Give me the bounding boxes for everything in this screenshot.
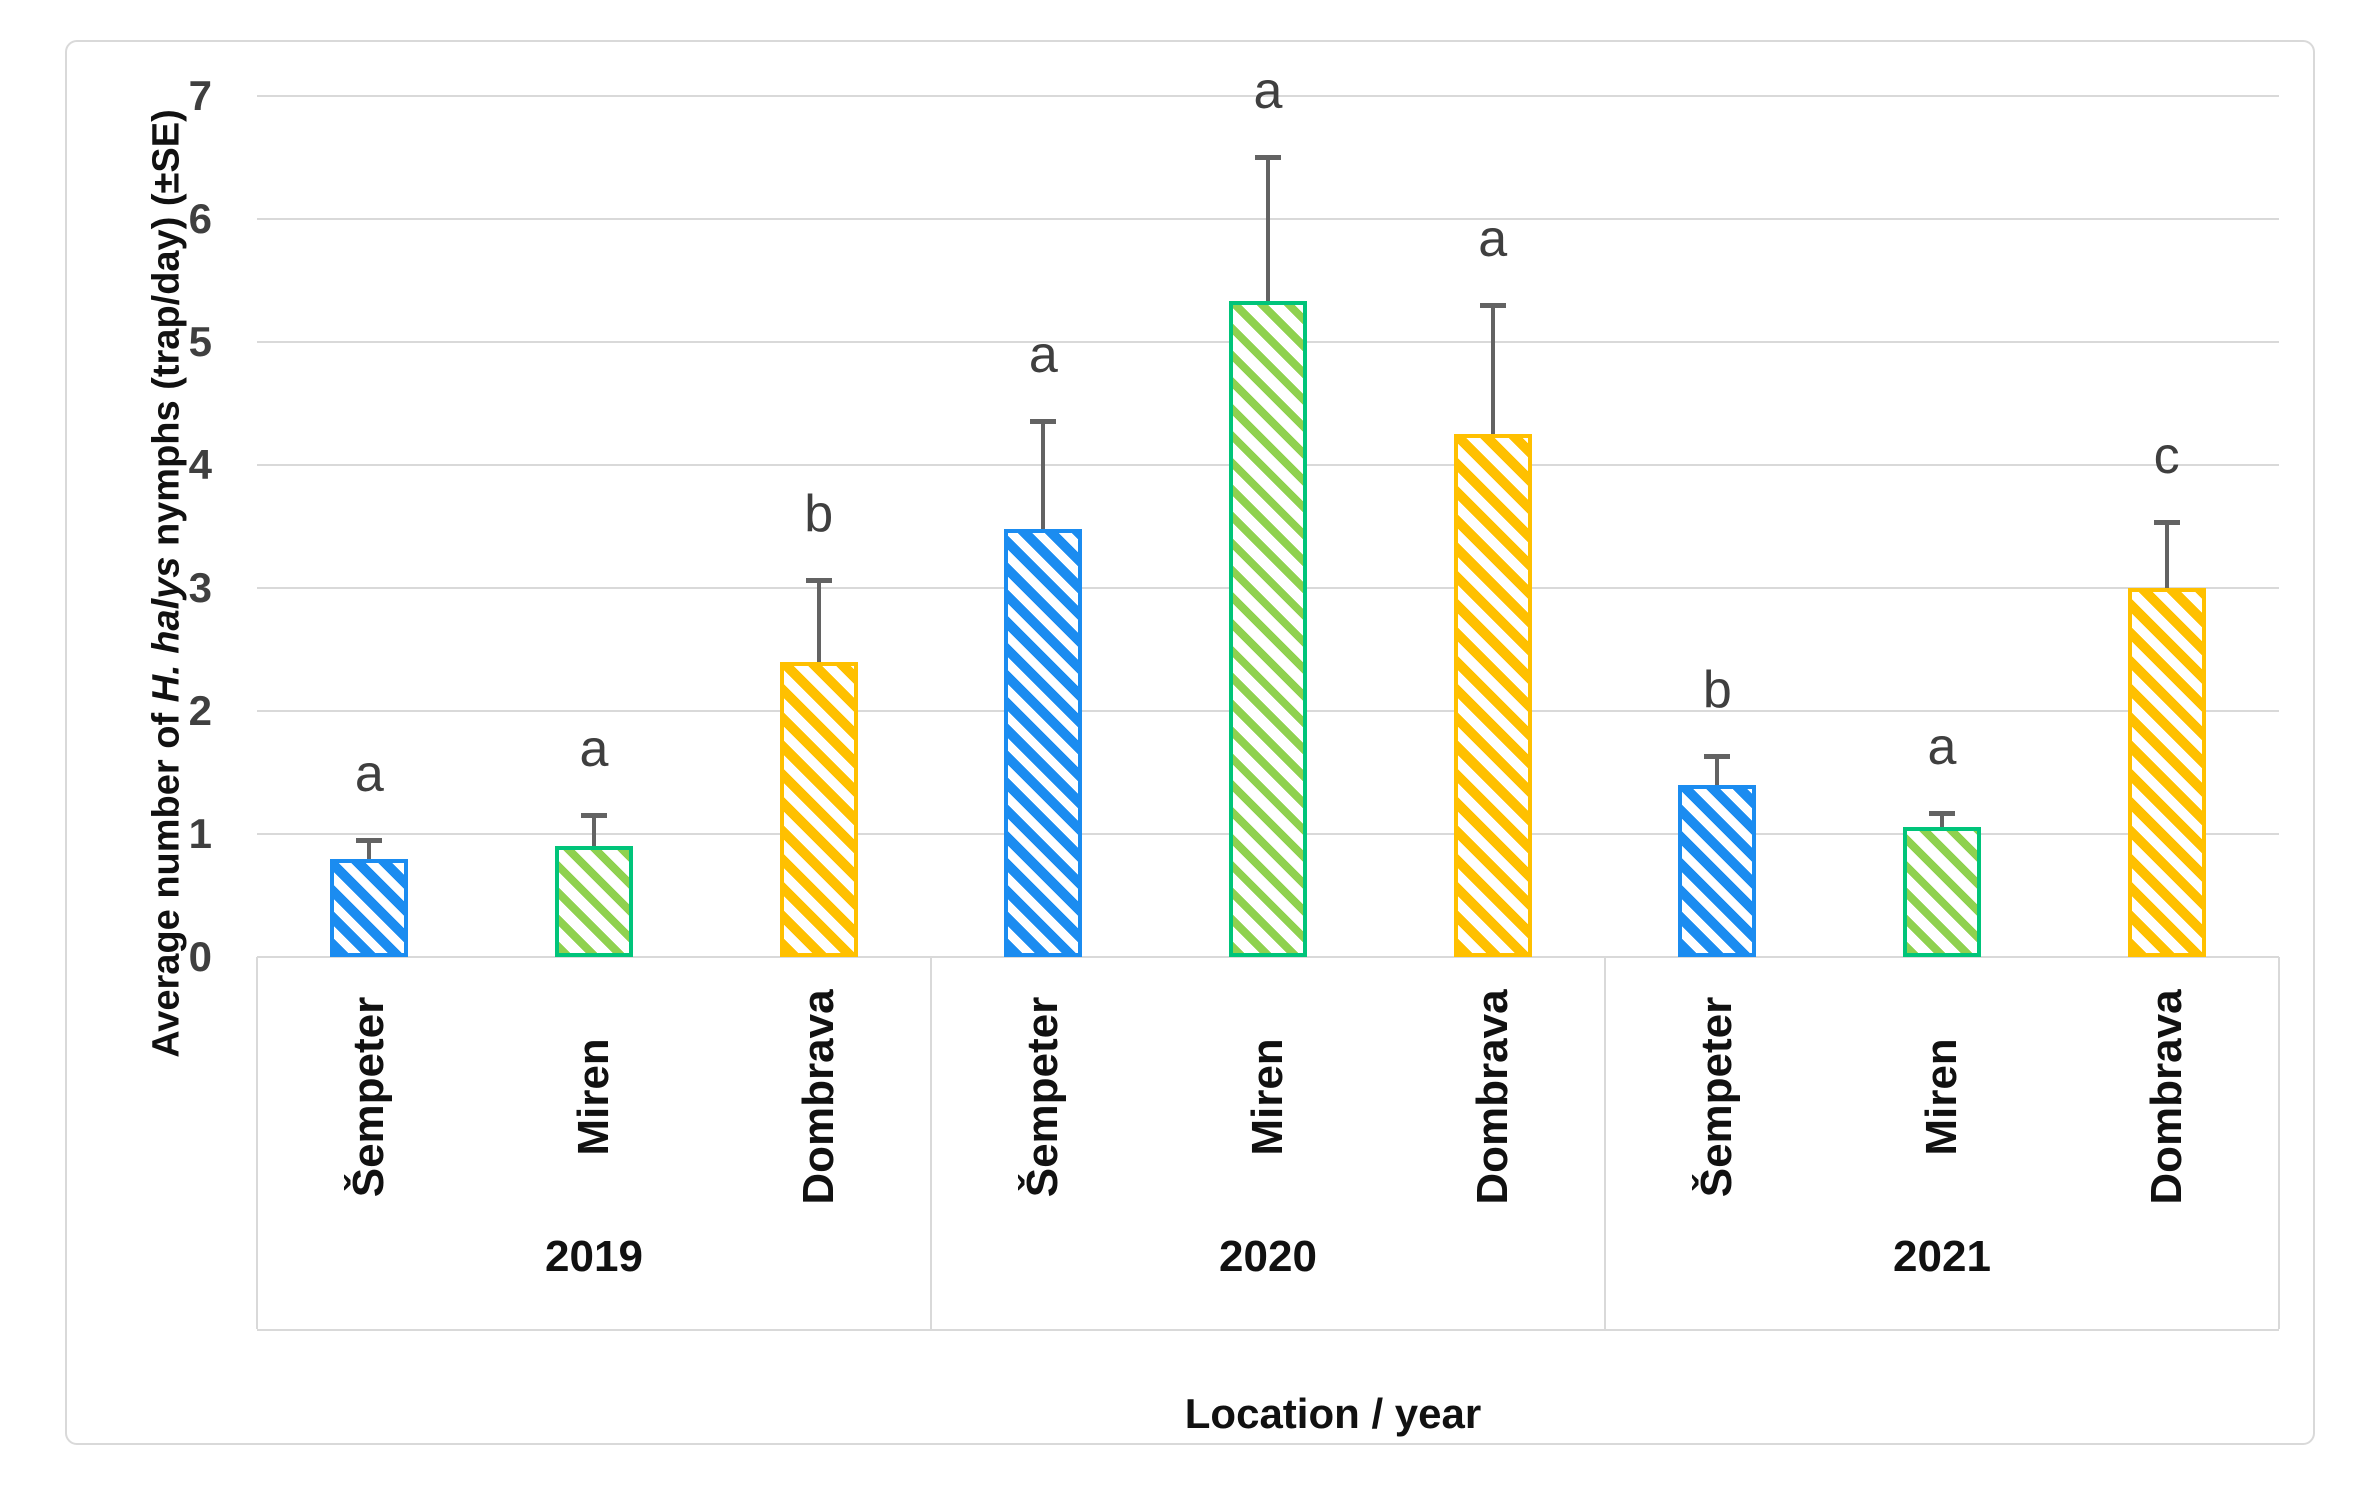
year-label-2020: 2020 xyxy=(1219,1232,1317,1281)
category-label-2020-Miren: Miren xyxy=(1243,1038,1292,1156)
group-divider-2 xyxy=(1604,957,1606,1329)
error-bar-cap-2021-Šempeter xyxy=(1704,754,1731,759)
error-bar-2020-Šempeter xyxy=(1041,419,1046,529)
chart-frame: Average number of H. halys nymphs (trap/… xyxy=(65,40,2315,1445)
error-bar-2019-Dombrava xyxy=(816,578,821,662)
error-bar-cap-2020-Šempeter xyxy=(1030,419,1057,424)
sig-letter-2019-Dombrava: b xyxy=(804,485,834,543)
y-tick-label-0: 0 xyxy=(188,933,212,980)
error-bar-2019-Miren xyxy=(592,813,596,846)
bar-2020-Šempeter xyxy=(1004,529,1083,957)
y-tick-label-2: 2 xyxy=(188,687,212,734)
error-bar-cap-2019-Dombrava xyxy=(805,578,832,583)
error-bar-cap-2019-Miren xyxy=(581,813,607,818)
y-tick-label-6: 6 xyxy=(188,195,212,242)
category-label-2019-Dombrava: Dombrava xyxy=(793,989,843,1205)
y-tick-label-4: 4 xyxy=(188,441,212,488)
category-label-2020-Dombrava: Dombrava xyxy=(1467,989,1517,1205)
error-bar-2019-Šempeter xyxy=(367,838,372,859)
sig-letter-2021-Šempeter: b xyxy=(1702,661,1732,719)
x-axis-title: Location / year xyxy=(1184,1390,1482,1437)
error-bar-cap-2020-Dombrava xyxy=(1479,303,1506,308)
label-box-bottom-line xyxy=(257,1329,2279,1331)
x-axis-line xyxy=(257,956,2279,958)
error-bar-cap-2020-Miren xyxy=(1255,155,1281,160)
bar-2020-Dombrava xyxy=(1453,434,1532,957)
bar-2020-Miren xyxy=(1229,301,1307,957)
y-tick-label-3: 3 xyxy=(188,564,212,611)
y-axis-title-prefix: Average number of xyxy=(145,702,188,1058)
group-divider-0 xyxy=(256,957,258,1329)
error-bar-2020-Miren xyxy=(1266,155,1270,301)
group-divider-3 xyxy=(2278,957,2280,1329)
category-label-2020-Šempeter: Šempeter xyxy=(1018,996,1068,1198)
error-bar-cap-2019-Šempeter xyxy=(356,838,383,843)
y-tick-label-1: 1 xyxy=(188,810,212,857)
sig-letter-2021-Dombrava: c xyxy=(2153,427,2180,485)
error-bar-2021-Miren xyxy=(1940,811,1944,827)
year-label-2019: 2019 xyxy=(545,1232,643,1281)
category-label-2019-Šempeter: Šempeter xyxy=(344,996,394,1198)
bar-2019-Dombrava xyxy=(779,662,858,957)
sig-letter-2020-Miren: a xyxy=(1253,62,1283,120)
category-label-2021-Šempeter: Šempeter xyxy=(1692,996,1742,1198)
error-bar-cap-2021-Miren xyxy=(1929,811,1955,816)
category-label-2021-Miren: Miren xyxy=(1917,1038,1966,1156)
bar-2019-Šempeter xyxy=(330,859,409,957)
bar-2019-Miren xyxy=(555,846,633,957)
gridline-y-7 xyxy=(257,95,2279,97)
category-label-2019-Miren: Miren xyxy=(569,1038,618,1156)
bar-2021-Miren xyxy=(1903,827,1981,957)
sig-letter-2020-Dombrava: a xyxy=(1478,210,1508,268)
y-tick-label-7: 7 xyxy=(188,72,212,119)
category-label-2021-Dombrava: Dombrava xyxy=(2141,989,2191,1205)
error-bar-2020-Dombrava xyxy=(1490,303,1495,434)
sig-letter-2020-Šempeter: a xyxy=(1028,326,1058,384)
bar-2021-Šempeter xyxy=(1678,785,1757,957)
sig-letter-2019-Miren: a xyxy=(579,720,609,778)
y-tick-label-5: 5 xyxy=(188,318,212,365)
error-bar-cap-2021-Dombrava xyxy=(2153,520,2180,525)
sig-letter-2019-Šempeter: a xyxy=(354,745,384,803)
year-label-2021: 2021 xyxy=(1893,1232,1991,1281)
error-bar-2021-Šempeter xyxy=(1715,754,1720,785)
group-divider-1 xyxy=(930,957,932,1329)
sig-letter-2021-Miren: a xyxy=(1927,718,1957,776)
error-bar-2021-Dombrava xyxy=(2164,520,2169,588)
bar-2021-Dombrava xyxy=(2127,588,2206,957)
